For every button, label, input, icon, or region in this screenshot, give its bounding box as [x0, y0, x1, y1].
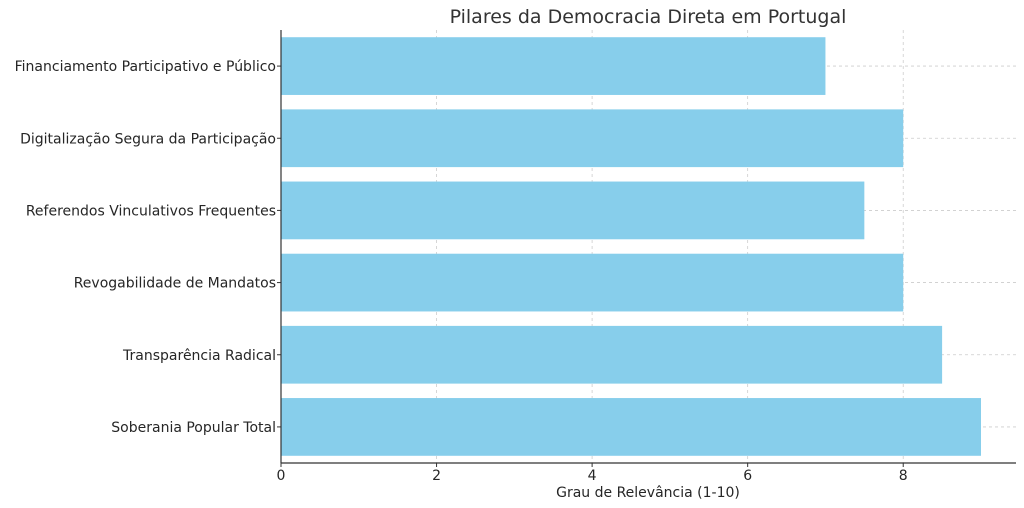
bar [281, 181, 865, 240]
category-label: Financiamento Participativo e Público [15, 59, 276, 75]
category-label-layer: Soberania Popular Total Transparência Rad… [15, 59, 276, 436]
bar [281, 37, 826, 95]
axis-layer: 0 2 4 6 8 [277, 30, 1016, 484]
x-axis-label: Grau de Relevância (1-10) [556, 485, 740, 501]
x-tick-label: 8 [899, 468, 908, 484]
chart-title: Pilares da Democracia Direta em Portugal [450, 6, 847, 28]
bar-layer [281, 37, 981, 456]
bar [281, 109, 904, 168]
category-label: Soberania Popular Total [111, 420, 276, 436]
category-label: Transparência Radical [122, 348, 276, 364]
x-tick-label: 0 [277, 468, 286, 484]
bar [281, 253, 904, 312]
category-label: Digitalização Segura da Participação [20, 131, 276, 147]
category-label: Revogabilidade de Mandatos [74, 276, 276, 292]
x-tick-label: 2 [432, 468, 441, 484]
x-tick-label: 6 [743, 468, 752, 484]
x-tick-label: 4 [588, 468, 597, 484]
category-label: Referendos Vinculativos Frequentes [26, 203, 276, 219]
bar [281, 325, 943, 384]
bar [281, 398, 981, 456]
